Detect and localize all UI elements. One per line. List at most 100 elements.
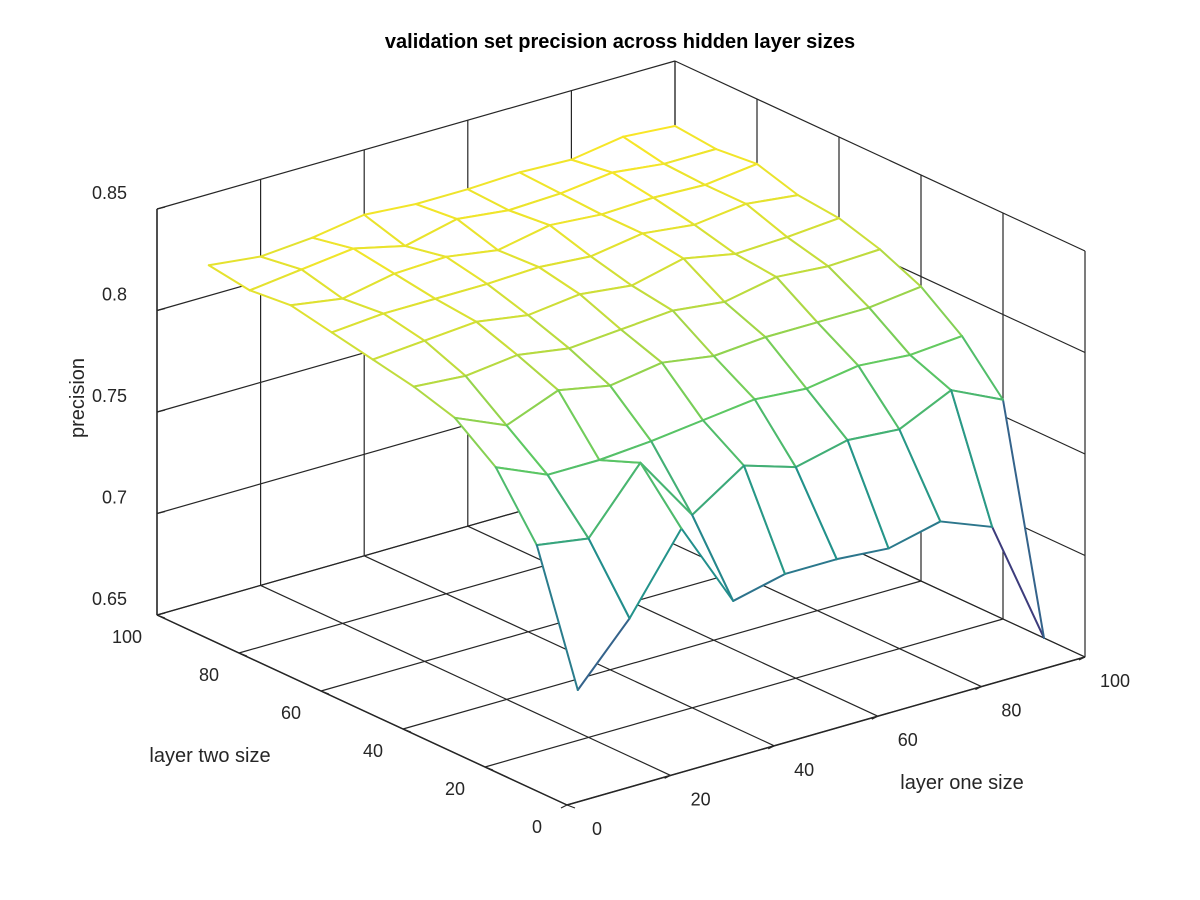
y-tick [484, 766, 494, 771]
y-tick [238, 652, 248, 657]
y-tick [156, 614, 166, 619]
surface-edge [548, 224, 592, 258]
surface-edge [620, 309, 674, 331]
surface-edge [611, 162, 666, 174]
surface-edge [991, 525, 1045, 639]
surface-edge [557, 389, 601, 461]
surface-edge [723, 300, 767, 339]
x-tick-label: 60 [898, 730, 918, 750]
surface-face [754, 388, 848, 468]
surface-edge [827, 265, 871, 309]
surface-edge [570, 135, 625, 161]
surface-face [795, 440, 889, 560]
surface-edge [535, 544, 579, 691]
surface-edge [445, 249, 499, 258]
surface-edge [868, 306, 912, 356]
surface-face [519, 159, 613, 194]
y-tick-label: 20 [445, 779, 465, 799]
surface-edge [702, 398, 756, 422]
x-tick-label: 100 [1100, 671, 1130, 691]
surface-edge [805, 364, 860, 390]
surface-edge [639, 461, 683, 530]
surface-edge [464, 354, 519, 377]
z-axis-label: precision [67, 358, 89, 438]
surface-edge [816, 321, 860, 367]
surface-edge [538, 266, 581, 296]
surface-edge [652, 183, 707, 199]
surface-mesh [207, 124, 1045, 691]
surface-edge [611, 171, 655, 199]
surface-edge [518, 158, 573, 174]
surface-edge [363, 203, 417, 216]
surface-face [208, 256, 302, 291]
side-wall-grid-line-z [674, 60, 1086, 252]
x-tick-label: 20 [691, 789, 711, 809]
x-tick [1078, 656, 1086, 661]
surface-face [539, 256, 632, 295]
surface-face [536, 538, 630, 690]
floor-grid-line-y [566, 656, 1086, 806]
surface-edge [382, 312, 426, 342]
surface-edge [497, 224, 551, 252]
surface-face [828, 249, 921, 308]
surface-edge [816, 306, 871, 324]
surface-edge [393, 255, 448, 275]
surface-edge [775, 265, 830, 278]
surface-face [312, 214, 406, 249]
surface-edge [559, 171, 614, 195]
z-tick [156, 612, 166, 616]
surface-edge [857, 364, 901, 431]
surface-edge [497, 249, 540, 269]
surface-edge [475, 320, 519, 357]
surface-edge [797, 194, 840, 220]
surface-face [621, 310, 714, 363]
surface-edge [786, 236, 830, 268]
z-tick-label: 0.8 [102, 285, 127, 305]
surface-edge [835, 547, 890, 561]
surface-face [498, 225, 591, 268]
surface-edge [734, 252, 778, 278]
surface-edge [693, 202, 748, 226]
surface-face [571, 136, 665, 173]
surface-edge [259, 236, 314, 258]
surface-edge [300, 247, 355, 271]
surface-face [588, 462, 682, 619]
surface-edge [732, 572, 786, 602]
surface-edge [702, 419, 745, 467]
surface-edge [248, 268, 303, 292]
surface-face [951, 390, 1044, 638]
surface-face [599, 441, 693, 515]
y-tick-label: 100 [112, 627, 142, 647]
surface-edge [745, 202, 789, 239]
surface-edge [371, 339, 426, 361]
surface-face [703, 399, 796, 468]
surface-edge [650, 440, 694, 516]
surface-edge [794, 466, 838, 561]
surface-edge [898, 389, 953, 431]
surface-edge [857, 353, 912, 367]
surface-edge [868, 285, 922, 309]
y-tick-label: 80 [199, 665, 219, 685]
surface-edge [838, 217, 881, 251]
surface-face [713, 337, 807, 400]
surface-face [260, 237, 354, 270]
surface-edge [505, 424, 549, 476]
x-tick-label: 0 [592, 819, 602, 839]
surface-edge [434, 297, 478, 323]
surface-edge [661, 355, 715, 364]
surface-face [342, 273, 436, 314]
surface-face [692, 465, 785, 601]
surface-edge [445, 255, 489, 285]
tick-labels: 0 20 40 60 80 100 0 20 40 60 80 100 0.65 0.7 0.75 0.8 0.… [92, 183, 1130, 839]
surface-edge [704, 162, 758, 186]
surface-edge [961, 335, 1004, 401]
surface-edge [671, 309, 715, 357]
surface-face [640, 462, 734, 601]
surface-edge [641, 232, 685, 260]
surface-edge [207, 255, 262, 267]
surface-face [424, 321, 518, 376]
surface-edge [715, 148, 758, 165]
surface-edge [630, 284, 674, 312]
floor-grid-line-x [156, 614, 568, 806]
surface-edge [663, 148, 717, 165]
